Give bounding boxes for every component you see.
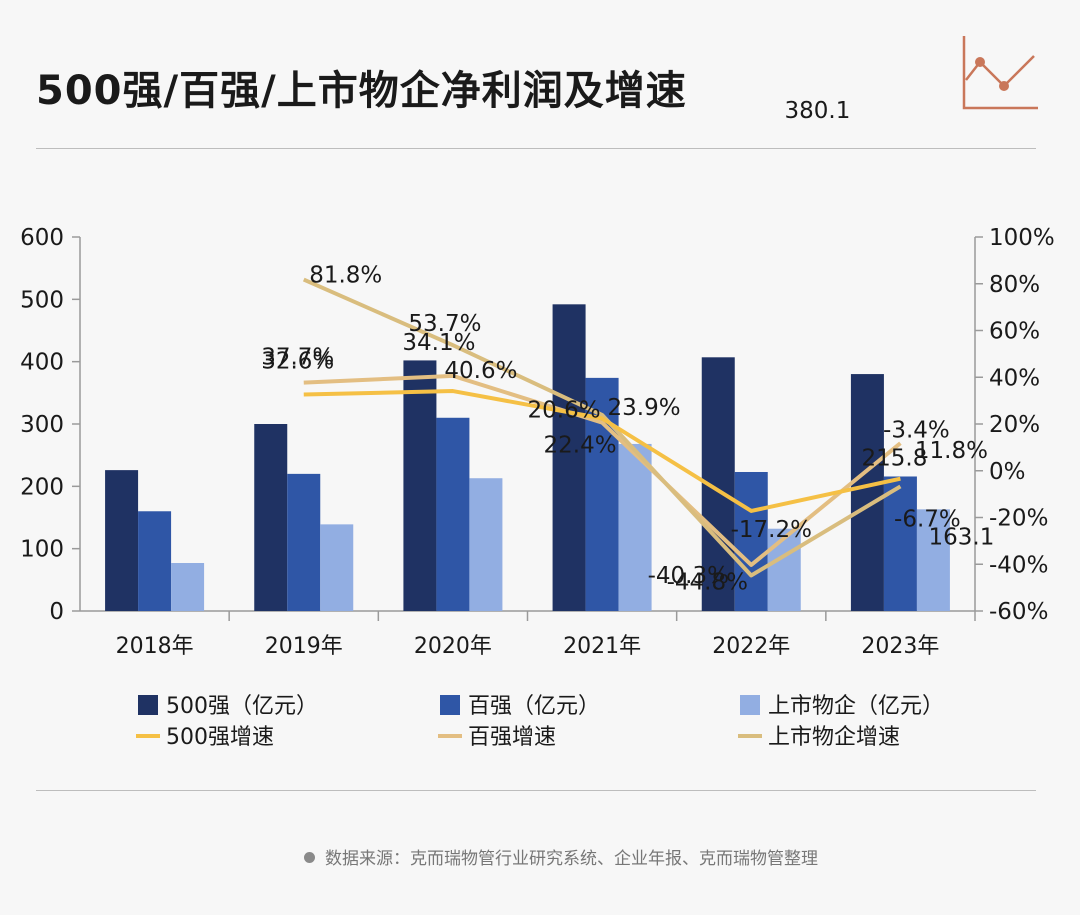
- data-label: 53.7%: [408, 311, 481, 337]
- data-label: 40.6%: [444, 358, 517, 384]
- y2-tick-label: -60%: [989, 599, 1048, 625]
- y-tick-label: 300: [20, 412, 64, 438]
- x-tick-label: 2018年: [116, 634, 194, 659]
- data-label: 34.1%: [402, 330, 475, 356]
- y2-tick-label: 40%: [989, 365, 1040, 391]
- y-tick-label: 400: [20, 350, 64, 376]
- data-label: 32.6%: [261, 349, 334, 375]
- line-listed-growth: [302, 277, 902, 578]
- bar-top100: [138, 511, 172, 611]
- bar-listed: [469, 478, 503, 611]
- data-label: 20.6%: [528, 398, 601, 424]
- legend-swatch: [138, 695, 158, 715]
- y-tick-label: 200: [20, 474, 64, 500]
- x-tick-label: 2023年: [861, 634, 939, 659]
- bar-top100: [734, 471, 768, 611]
- x-tick-label: 2022年: [712, 634, 790, 659]
- y2-tick-label: 60%: [989, 319, 1040, 345]
- legend-label: 上市物企增速: [768, 725, 900, 750]
- y2-tick-label: 80%: [989, 272, 1040, 298]
- bar-500: [552, 304, 586, 611]
- source-text: 数据来源：克而瑞物管行业研究系统、企业年报、克而瑞物管整理: [325, 849, 818, 869]
- data-label: -6.7%: [894, 506, 961, 532]
- data-label: 22.4%: [544, 432, 617, 458]
- data-label: -40.3%: [648, 563, 729, 589]
- y2-tick-label: 20%: [989, 412, 1040, 438]
- legend-label: 上市物企（亿元）: [768, 694, 944, 719]
- bar-top100: [436, 417, 470, 611]
- page-title: 500强/百强/上市物企净利润及增速: [36, 68, 687, 114]
- line-500-growth: [303, 389, 901, 513]
- bar-500: [254, 424, 288, 611]
- y2-tick-label: 100%: [989, 225, 1055, 251]
- y-tick-label: 100: [20, 537, 64, 563]
- bar-listed: [767, 528, 801, 611]
- data-label: 215.8: [861, 445, 927, 471]
- data-label: 37.7%: [261, 345, 334, 371]
- legend-label: 500强增速: [166, 725, 274, 750]
- legend-label: 百强（亿元）: [468, 694, 600, 719]
- source-note: 数据来源：克而瑞物管行业研究系统、企业年报、克而瑞物管整理: [304, 844, 818, 869]
- data-label: -3.4%: [883, 418, 950, 444]
- data-label: 11.8%: [915, 438, 988, 464]
- bar-top100: [883, 476, 917, 611]
- y2-tick-label: -20%: [989, 506, 1048, 532]
- bar-listed: [916, 509, 950, 611]
- bar-500: [850, 374, 884, 611]
- data-label: -44.8%: [667, 569, 748, 595]
- data-label: 163.1: [928, 524, 994, 550]
- legend-label: 百强增速: [468, 725, 556, 750]
- y2-tick-label: 0%: [989, 459, 1026, 485]
- title-divider: [36, 148, 1036, 149]
- data-label: -17.2%: [731, 517, 812, 543]
- legend-swatch: [740, 695, 760, 715]
- footer-divider: [36, 790, 1036, 791]
- line-chart-icon: [962, 36, 1038, 110]
- bar-listed: [320, 524, 354, 611]
- bar-top100: [287, 473, 321, 611]
- dot-icon: [304, 852, 315, 863]
- data-label: 81.8%: [309, 263, 382, 289]
- y2-tick-label: -40%: [989, 552, 1048, 578]
- bar-listed: [618, 443, 652, 611]
- x-tick-label: 2019年: [265, 634, 343, 659]
- legend-swatch: [440, 695, 460, 715]
- x-tick-label: 2021年: [563, 634, 641, 659]
- bar-500: [403, 360, 437, 611]
- legend-label: 500强（亿元）: [166, 694, 318, 719]
- line-top100-growth: [303, 373, 902, 567]
- net-profit-chart: 0 100 200 300 400 500 600 -60% -40% -20% 0% 20% 40% 6…: [20, 98, 1055, 750]
- bar-500: [105, 470, 139, 611]
- data-label: 380.1: [784, 98, 850, 124]
- y-tick-label: 600: [20, 225, 64, 251]
- data-label: 23.9%: [608, 395, 681, 421]
- bar-listed: [171, 563, 205, 611]
- y-tick-label: 500: [20, 287, 64, 313]
- x-tick-label: 2020年: [414, 634, 492, 659]
- y-tick-label: 0: [49, 599, 64, 625]
